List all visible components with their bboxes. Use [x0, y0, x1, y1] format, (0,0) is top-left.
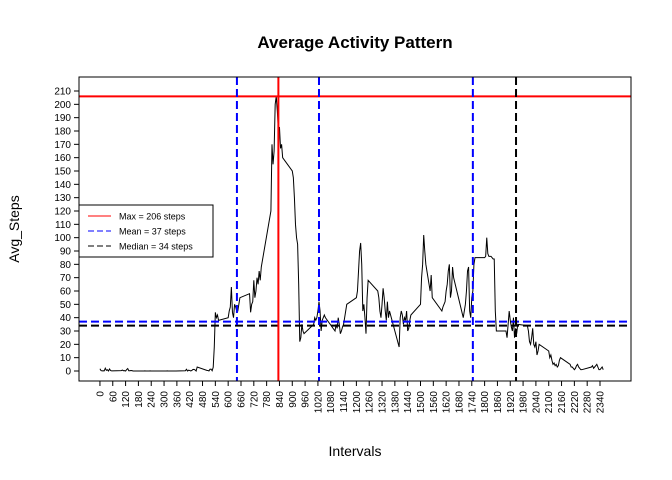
x-tick-label: 1860 [493, 391, 504, 414]
x-tick-label: 840 [275, 391, 286, 408]
x-tick-label: 1740 [467, 391, 478, 414]
x-tick-label: 420 [185, 391, 196, 408]
x-tick-label: 1500 [416, 391, 427, 414]
x-tick-label: 2160 [557, 391, 568, 414]
y-tick-label: 210 [54, 87, 71, 98]
x-tick-label: 1800 [480, 391, 491, 414]
x-tick-label: 360 [172, 391, 183, 408]
x-tick-label: 480 [198, 391, 209, 408]
legend-label: Median = 34 steps [119, 242, 193, 252]
y-tick-label: 110 [55, 220, 71, 231]
y-tick-label: 160 [54, 153, 71, 164]
y-tick-label: 180 [54, 127, 71, 138]
x-tick-label: 1320 [378, 391, 389, 414]
y-tick-label: 10 [60, 353, 72, 364]
x-tick-label: 2220 [570, 391, 581, 414]
y-tick-label: 120 [54, 207, 71, 218]
x-tick-label: 900 [288, 391, 299, 408]
y-tick-label: 170 [54, 140, 71, 151]
y-tick-label: 150 [54, 167, 71, 178]
y-tick-label: 100 [54, 233, 71, 244]
x-tick-label: 1380 [390, 391, 401, 414]
x-tick-label: 1560 [429, 391, 440, 414]
legend-label: Mean = 37 steps [119, 227, 186, 237]
x-tick-label: 2040 [531, 391, 542, 414]
x-tick-label: 720 [249, 391, 260, 408]
x-tick-label: 960 [301, 391, 312, 408]
y-tick-label: 90 [60, 247, 72, 258]
x-tick-label: 2280 [583, 391, 594, 414]
x-tick-label: 240 [147, 391, 158, 408]
y-axis-label: Avg_Steps [6, 195, 22, 262]
x-tick-label: 780 [262, 391, 273, 408]
x-tick-label: 120 [121, 391, 132, 408]
x-tick-label: 1200 [352, 391, 363, 414]
x-tick-label: 2100 [544, 391, 555, 414]
legend-label: Max = 206 steps [119, 212, 186, 222]
x-tick-label: 1920 [506, 391, 517, 414]
y-tick-label: 50 [60, 300, 72, 311]
x-tick-label: 1440 [403, 391, 414, 414]
y-tick-label: 140 [54, 180, 71, 191]
x-tick-label: 540 [211, 391, 222, 408]
x-tick-label: 1980 [519, 391, 530, 414]
y-tick-label: 190 [54, 113, 71, 124]
y-tick-label: 80 [60, 260, 72, 271]
y-tick-label: 30 [60, 327, 72, 338]
x-tick-label: 1140 [339, 391, 350, 413]
x-tick-label: 0 [95, 391, 106, 397]
x-tick-label: 180 [134, 391, 145, 408]
x-tick-label: 660 [236, 391, 247, 408]
y-tick-label: 130 [54, 193, 71, 204]
x-tick-label: 1020 [313, 391, 324, 414]
x-axis-label: Intervals [329, 443, 382, 459]
y-tick-label: 0 [65, 367, 71, 378]
x-tick-label: 300 [160, 391, 171, 408]
y-tick-label: 20 [60, 340, 72, 351]
x-tick-label: 1080 [326, 391, 337, 414]
y-tick-label: 40 [60, 313, 72, 324]
y-tick-label: 200 [54, 100, 71, 111]
x-tick-label: 60 [108, 391, 119, 403]
y-tick-label: 60 [60, 287, 72, 298]
chart-title: Average Activity Pattern [257, 33, 452, 52]
x-tick-label: 1620 [442, 391, 453, 414]
x-tick-label: 1260 [365, 391, 376, 414]
x-tick-label: 2340 [596, 391, 607, 414]
y-tick-label: 70 [60, 273, 72, 284]
x-tick-label: 1680 [454, 391, 465, 414]
data-line [99, 96, 604, 372]
x-tick-label: 600 [224, 391, 235, 408]
